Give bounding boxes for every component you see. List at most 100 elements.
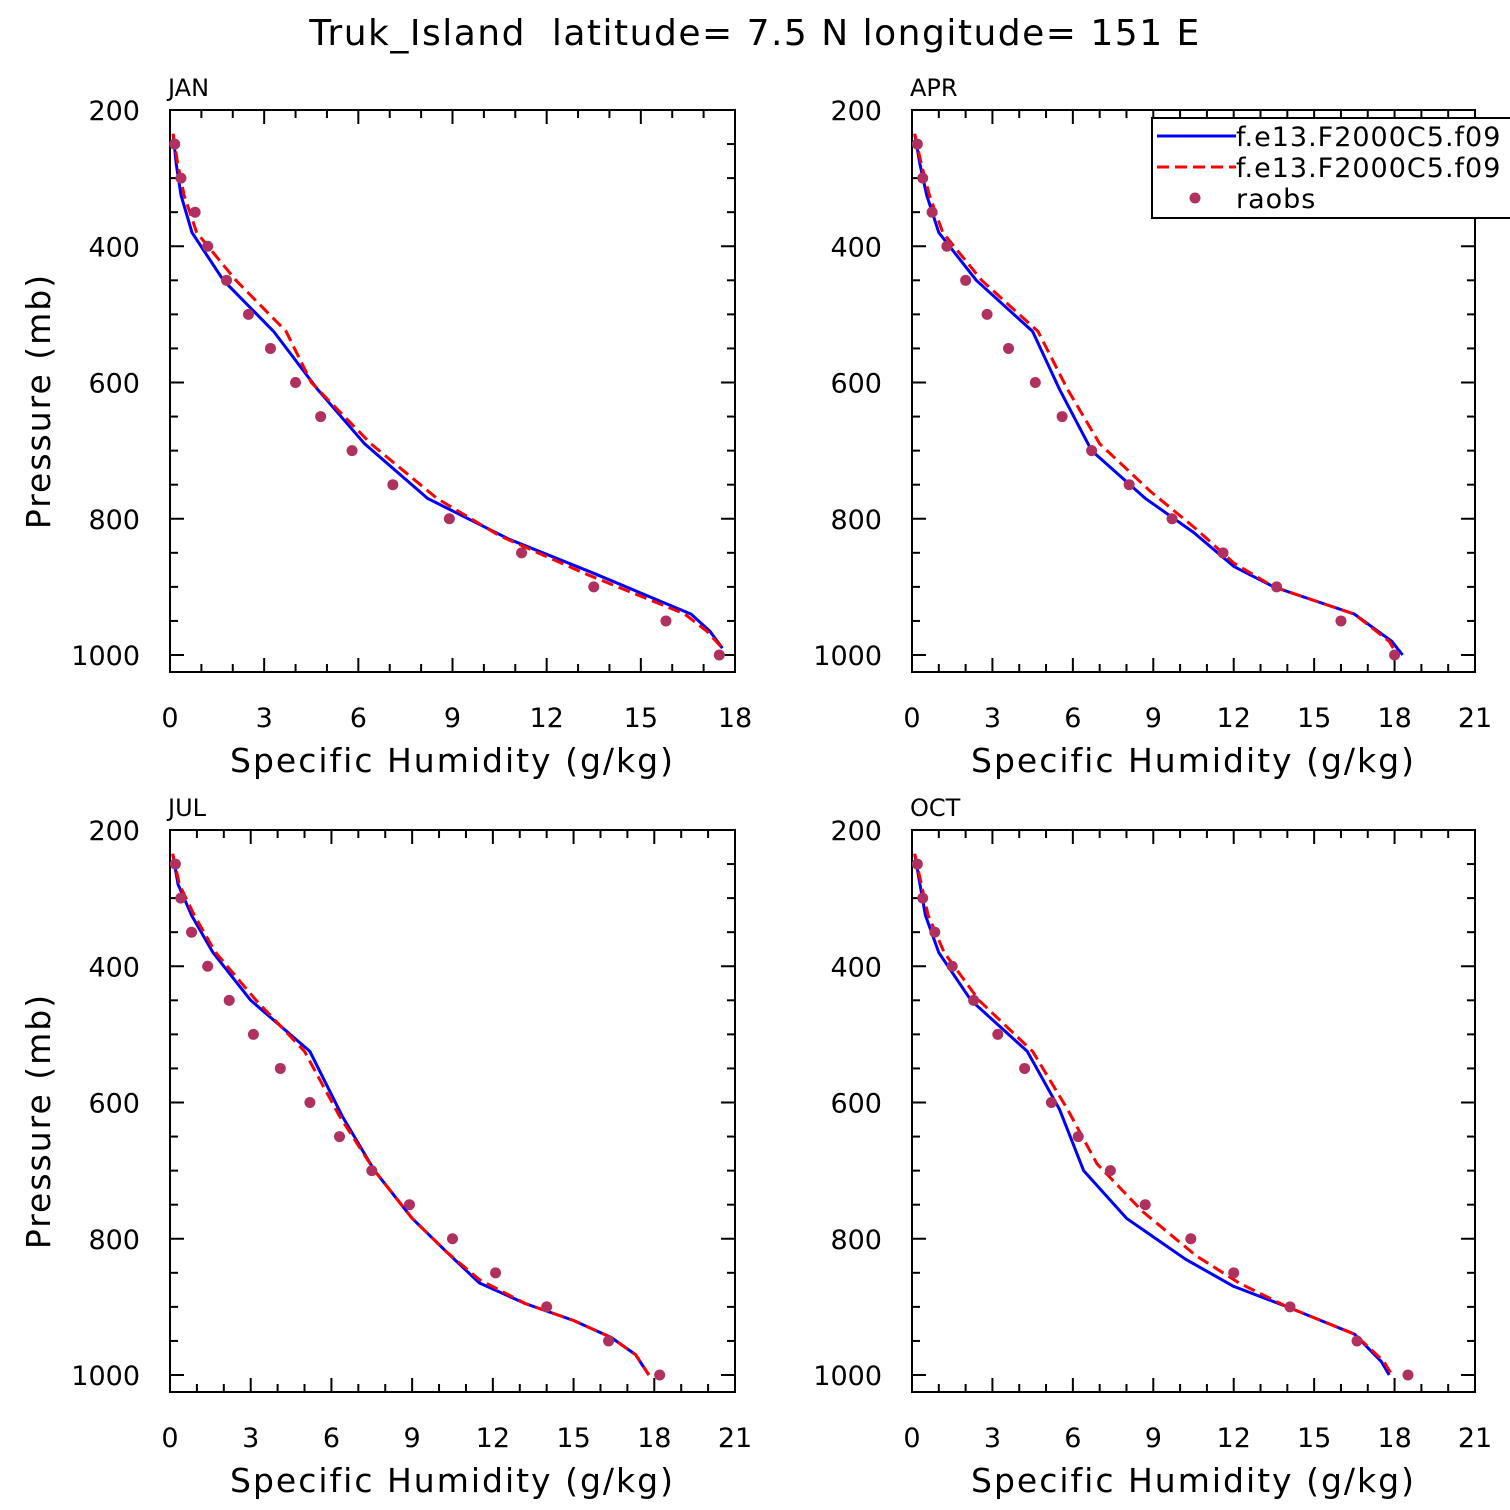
x-tick-label: 9 — [1145, 703, 1162, 734]
raobs-point — [1335, 615, 1347, 627]
raobs-point — [175, 892, 187, 904]
y-axis-label: Pressure (mb) — [19, 273, 58, 529]
y-tick-label: 600 — [830, 369, 882, 400]
legend-marker-dot — [1189, 192, 1201, 204]
y-tick-label: 1000 — [813, 641, 882, 672]
x-tick-label: 0 — [161, 1423, 178, 1454]
raobs-point — [189, 206, 201, 218]
y-tick-label: 800 — [88, 1225, 140, 1256]
plot-frame — [169, 109, 736, 673]
raobs-point — [946, 960, 958, 972]
raobs-point — [981, 308, 993, 320]
x-tick-label: 21 — [1458, 1423, 1492, 1454]
y-tick-label: 1000 — [71, 1361, 140, 1392]
series-line-dashed — [171, 853, 651, 1376]
y-tick-label: 200 — [88, 816, 140, 847]
x-tick-label: 3 — [984, 703, 1001, 734]
y-tick-label: 400 — [830, 232, 882, 263]
raobs-point — [654, 1369, 666, 1381]
raobs-point — [221, 274, 232, 286]
raobs-point — [917, 172, 929, 184]
raobs-point — [992, 1028, 1004, 1040]
raobs-point — [1139, 1199, 1151, 1211]
raobs-point — [960, 274, 972, 286]
x-tick-label: 0 — [903, 703, 920, 734]
raobs-point — [202, 960, 214, 972]
y-tick-label: 400 — [88, 232, 140, 263]
y-tick-label: 800 — [830, 505, 882, 536]
y-tick-label: 600 — [88, 1089, 140, 1120]
raobs-point — [1166, 513, 1178, 525]
legend-label: f.e13.F2000C5.f09 — [1236, 122, 1501, 153]
raobs-point — [443, 513, 455, 525]
main-title: Truk_Island latitude= 7.5 N longitude= 1… — [308, 13, 1201, 54]
raobs-point — [1086, 445, 1098, 457]
raobs-point — [334, 1131, 345, 1143]
x-tick-label: 21 — [718, 1423, 752, 1454]
x-tick-label: 6 — [350, 703, 367, 734]
panel-oct: OCT 0 3 6 9 12 15 18 21 200 400 600 800 1000 Specific … — [813, 794, 1492, 1500]
raobs-point — [1228, 1267, 1240, 1279]
raobs-point — [304, 1097, 316, 1108]
raobs-point — [315, 411, 327, 423]
raobs-point — [603, 1335, 615, 1347]
series-line-solid — [171, 853, 651, 1376]
y-axis-label: Pressure (mb) — [19, 993, 58, 1249]
legend-label: f.e13.F2000C5.f09 — [1236, 153, 1501, 184]
raobs-point — [264, 342, 276, 354]
raobs-point — [247, 1028, 259, 1040]
series-line-dashed — [913, 853, 1394, 1376]
raobs-point — [387, 479, 399, 491]
x-tick-label: 12 — [1217, 703, 1251, 734]
x-tick-label: 9 — [404, 1423, 421, 1454]
x-axis-label: Specific Humidity (g/kg) — [971, 1461, 1416, 1500]
x-tick-label: 0 — [161, 703, 178, 734]
raobs-point — [274, 1062, 286, 1074]
x-tick-label: 12 — [529, 703, 563, 734]
x-tick-label: 9 — [444, 703, 461, 734]
plot-frame — [169, 829, 736, 1393]
x-tick-label: 12 — [476, 1423, 510, 1454]
x-tick-label: 9 — [1145, 1423, 1162, 1454]
panel-label: OCT — [910, 794, 961, 822]
x-axis-label: Specific Humidity (g/kg) — [230, 1461, 675, 1500]
x-tick-label: 6 — [1064, 703, 1081, 734]
series-line-dashed — [171, 133, 724, 650]
x-tick-label: 6 — [323, 1423, 340, 1454]
x-tick-label: 0 — [903, 1423, 920, 1454]
panel-apr: APR 0 3 6 9 12 15 18 21 200 400 600 800 1000 Specific … — [813, 74, 1492, 780]
x-axis-label: Specific Humidity (g/kg) — [971, 741, 1416, 780]
raobs-point — [917, 892, 929, 904]
series-line-solid — [913, 853, 1391, 1376]
y-tick-label: 800 — [830, 1225, 882, 1256]
x-tick-label: 15 — [624, 703, 658, 734]
x-tick-label: 21 — [1458, 703, 1492, 734]
raobs-point — [403, 1199, 415, 1211]
panel-label: JAN — [166, 74, 209, 102]
plot-frame — [911, 829, 1476, 1393]
x-tick-label: 3 — [984, 1423, 1001, 1454]
y-tick-label: 200 — [830, 816, 882, 847]
plot-frame — [911, 109, 1476, 673]
raobs-point — [1056, 411, 1068, 423]
raobs-point — [1003, 342, 1015, 354]
x-tick-label: 18 — [637, 1423, 671, 1454]
raobs-point — [911, 138, 923, 150]
panel-label: JUL — [166, 794, 207, 822]
x-tick-label: 15 — [1297, 1423, 1331, 1454]
x-axis-label: Specific Humidity (g/kg) — [230, 741, 675, 780]
raobs-point — [490, 1267, 502, 1279]
raobs-point — [1019, 1062, 1031, 1074]
y-tick-label: 400 — [830, 952, 882, 983]
raobs-point — [1284, 1301, 1296, 1313]
raobs-point — [713, 649, 725, 661]
raobs-point — [1402, 1369, 1414, 1381]
raobs-point — [169, 138, 181, 150]
y-tick-label: 1000 — [71, 641, 140, 672]
x-tick-label: 6 — [1064, 1423, 1081, 1454]
y-tick-label: 1000 — [813, 1361, 882, 1392]
series-line-solid — [171, 133, 724, 650]
